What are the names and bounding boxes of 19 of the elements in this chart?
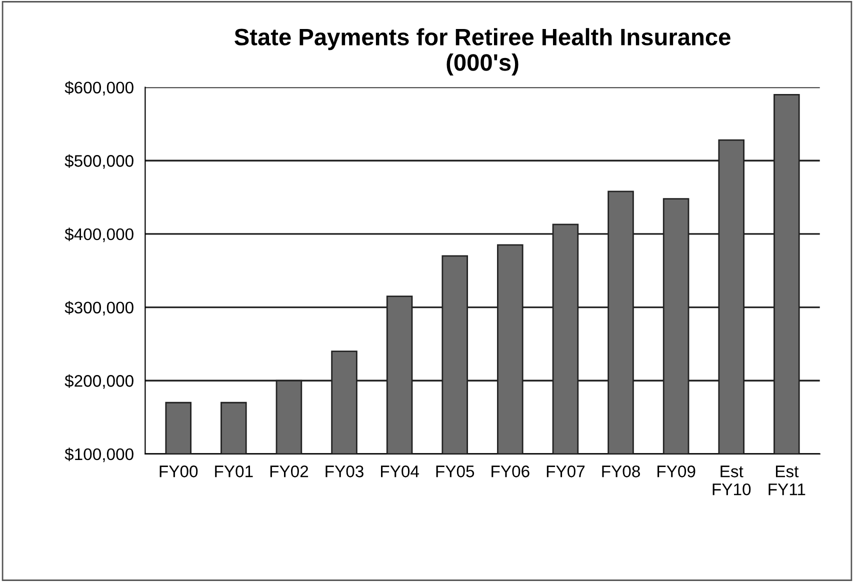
y-tick-label: $200,000 bbox=[64, 374, 134, 389]
x-tick-label: FY00 bbox=[160, 466, 198, 478]
y-tick-label: $100,000 bbox=[64, 448, 134, 462]
x-tick-label: FY05 bbox=[436, 466, 474, 478]
y-tick-label: $600,000 bbox=[64, 81, 134, 96]
x-tick-label: FY01 bbox=[215, 466, 253, 478]
x-tick-label: FY08 bbox=[602, 466, 640, 478]
y-tick-label: $500,000 bbox=[64, 154, 134, 169]
x-tick-label: FY07 bbox=[546, 466, 585, 478]
x-tick-label: Est FY10 bbox=[712, 466, 751, 496]
x-tick-label: FY06 bbox=[492, 466, 530, 478]
x-tick-label: FY04 bbox=[381, 466, 419, 478]
x-tick-label: FY09 bbox=[658, 466, 696, 478]
y-tick-label: $400,000 bbox=[64, 228, 134, 242]
chart-title: State Payments for Retiree Health Insurance (000's) bbox=[234, 28, 730, 76]
x-tick-label: Est FY11 bbox=[768, 466, 806, 496]
x-tick-label: FY02 bbox=[270, 466, 308, 478]
x-tick-label: FY03 bbox=[326, 466, 364, 478]
y-tick-label: $300,000 bbox=[64, 300, 134, 316]
